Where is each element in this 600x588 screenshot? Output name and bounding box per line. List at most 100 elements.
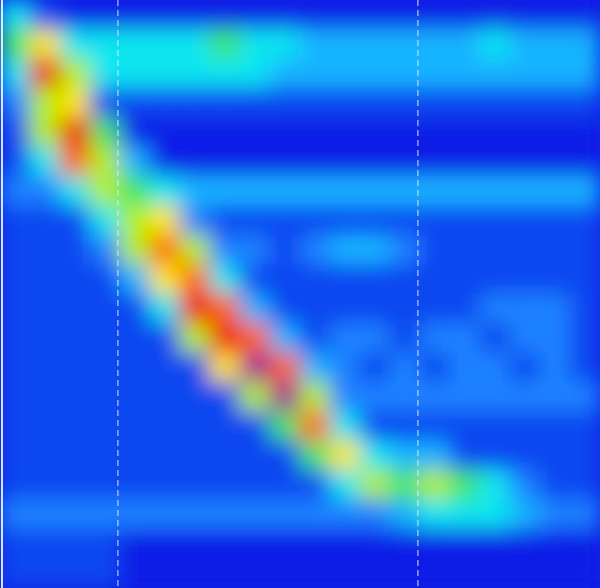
heatmap-cell [210,147,241,177]
heatmap-cell [270,294,301,324]
heatmap-cell [240,88,271,118]
heatmap-cell [420,294,451,324]
heatmap-cell [210,470,241,500]
heatmap-cell [390,323,421,353]
heatmap-cell [90,323,121,353]
heatmap-cell [450,411,481,441]
heatmap-cell [60,264,91,294]
heatmap-cell [30,411,61,441]
heatmap-cell [210,352,241,382]
heatmap-cell [300,441,331,471]
heatmap-cell [420,323,451,353]
heatmap-cell [450,176,481,206]
heatmap-cell [360,411,391,441]
heatmap-cell [420,205,451,235]
heatmap-cell [270,441,301,471]
heatmap-cell [420,58,451,88]
heatmap-cell [480,529,511,559]
heatmap-cell [240,294,271,324]
heatmap-cell [240,499,271,529]
heatmap-cell [0,441,31,471]
heatmap-cell [270,558,301,588]
heatmap-cell [240,0,271,30]
heatmap-cell [420,499,451,529]
heatmap-cell [30,58,61,88]
heatmap-cell [510,352,541,382]
heatmap-cell [300,88,331,118]
heatmap-cell [360,352,391,382]
heatmap-cell [150,411,181,441]
heatmap-cell [450,0,481,30]
heatmap-cell [330,29,361,59]
heatmap-cell [330,470,361,500]
heatmap-cell [120,58,151,88]
heatmap-cell [0,117,31,147]
marker-line [417,0,418,588]
heatmap-cell [90,0,121,30]
heatmap-cell [30,558,61,588]
heatmap-cell [120,558,151,588]
heatmap-cell [0,0,31,30]
heatmap-cell [90,176,121,206]
heatmap-cell [480,499,511,529]
heatmap-cell [90,499,121,529]
heatmap-cell [90,470,121,500]
heatmap-cell [390,470,421,500]
heatmap-cell [570,205,600,235]
heatmap-cell [390,352,421,382]
heatmap-cell [120,529,151,559]
heatmap-cell [30,0,61,30]
heatmap-cell [510,176,541,206]
heatmap-cell [30,323,61,353]
heatmap-cell [510,323,541,353]
heatmap-cell [270,205,301,235]
heatmap-cell [330,205,361,235]
heatmap-cell [450,29,481,59]
heatmap-cell [360,29,391,59]
heatmap-cell [300,558,331,588]
heatmap-cell [210,0,241,30]
heatmap-cell [570,264,600,294]
heatmap-cell [90,205,121,235]
heatmap-cell [450,441,481,471]
heatmap-cell [360,0,391,30]
heatmap-cell [360,499,391,529]
heatmap-cell [120,441,151,471]
heatmap-cell [330,58,361,88]
heatmap-cell [270,382,301,412]
heatmap-cell [570,235,600,265]
heatmap-cell [390,29,421,59]
heatmap-cell [390,382,421,412]
heatmap-cell [240,352,271,382]
heatmap-cell [60,529,91,559]
heatmap-cell [90,58,121,88]
heatmap-cell [180,441,211,471]
heatmap-cell [510,382,541,412]
heatmap-cell [120,411,151,441]
heatmap-cell [60,323,91,353]
heatmap-cell [60,0,91,30]
heatmap-cell [0,323,31,353]
heatmap-cell [510,0,541,30]
heatmap-cell [570,382,600,412]
heatmap-cell [390,264,421,294]
heatmap-cell [210,176,241,206]
heatmap-cell [570,323,600,353]
heatmap-cell [450,88,481,118]
heatmap-cell [210,558,241,588]
heatmap-cell [180,176,211,206]
heatmap-cell [150,441,181,471]
heatmap-cell [180,205,211,235]
heatmap-cell [330,235,361,265]
heatmap-cell [300,470,331,500]
heatmap-cell [210,117,241,147]
heatmap-cell [480,352,511,382]
heatmap-cell [390,58,421,88]
heatmap-cell [360,264,391,294]
heatmap-cell [540,264,571,294]
heatmap-cell [0,470,31,500]
heatmap-cell [390,88,421,118]
heatmap-cell [540,205,571,235]
heatmap-cell [420,352,451,382]
heatmap-cell [330,147,361,177]
